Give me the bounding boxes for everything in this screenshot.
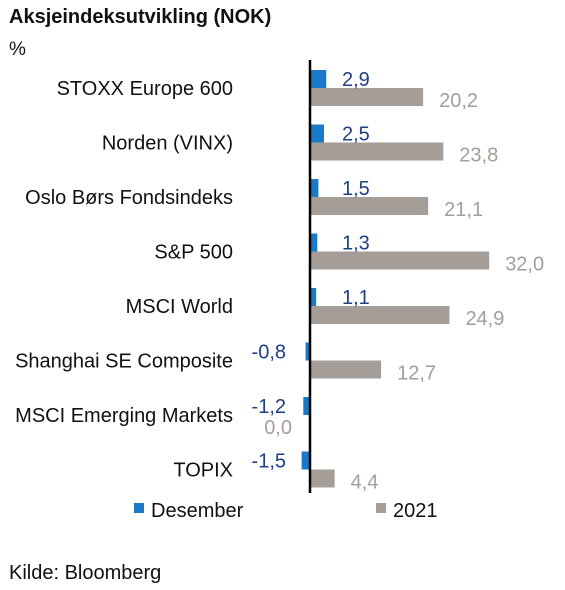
bar-2021-s-p-500 <box>310 251 490 270</box>
bar-desember-topix <box>301 451 310 470</box>
bar-desember-shanghai-se-composite <box>305 342 310 361</box>
bar-2021-stoxx-europe-600 <box>310 88 424 106</box>
bar-desember-norden-vinx <box>310 124 324 143</box>
value-label-2021-msci-emerging-markets: 0,0 <box>264 417 292 439</box>
unit-label: % <box>9 39 26 60</box>
value-label-2021-shanghai-se-composite: 12,7 <box>397 363 436 385</box>
bar-2021-shanghai-se-composite <box>310 360 382 379</box>
value-label-2021-topix: 4,4 <box>351 472 379 494</box>
bar-2021-norden-vinx <box>310 142 444 161</box>
value-label-desember-topix: -1,5 <box>252 451 286 473</box>
value-label-2021-stoxx-europe-600: 20,2 <box>439 90 478 112</box>
bar-desember-stoxx-europe-600 <box>310 70 327 88</box>
value-label-desember-oslo-b-rs-fondsindeks: 1,5 <box>342 178 370 200</box>
legend-label-desember: Desember <box>151 500 244 522</box>
value-label-desember-s-p-500: 1,3 <box>342 233 370 255</box>
category-label-s-p-500: S&P 500 <box>154 242 233 264</box>
bar-2021-msci-world <box>310 306 450 324</box>
category-label-msci-world: MSCI World <box>126 296 233 318</box>
value-label-2021-oslo-b-rs-fondsindeks: 21,1 <box>444 199 483 221</box>
category-label-oslo-b-rs-fondsindeks: Oslo Børs Fondsindeks <box>25 187 233 209</box>
bar-2021-topix <box>310 469 335 488</box>
bar-desember-msci-world <box>310 288 317 306</box>
bar-desember-msci-emerging-markets <box>303 397 310 415</box>
value-label-desember-stoxx-europe-600: 2,9 <box>342 69 370 91</box>
value-label-2021-msci-world: 24,9 <box>465 308 504 330</box>
bar-desember-s-p-500 <box>310 233 318 252</box>
category-label-topix: TOPIX <box>173 460 233 482</box>
value-label-desember-msci-world: 1,1 <box>342 287 370 309</box>
value-label-desember-msci-emerging-markets: -1,2 <box>252 396 286 418</box>
chart-title: Aksjeindeksutvikling (NOK) <box>9 6 272 28</box>
category-label-shanghai-se-composite: Shanghai SE Composite <box>15 351 233 373</box>
legend-swatch-2021 <box>376 503 386 513</box>
value-label-desember-norden-vinx: 2,5 <box>342 124 370 146</box>
source-note: Kilde: Bloomberg <box>9 562 162 584</box>
legend: Desember 2021 <box>134 500 438 522</box>
category-label-stoxx-europe-600: STOXX Europe 600 <box>57 78 233 100</box>
value-label-2021-norden-vinx: 23,8 <box>459 145 498 167</box>
bar-2021-oslo-b-rs-fondsindeks <box>310 197 429 215</box>
legend-swatch-desember <box>134 503 144 513</box>
bar-chart: STOXX Europe 600 2,9 20,2 Norden (VINX) 2,5 2… <box>15 60 544 522</box>
category-label-msci-emerging-markets: MSCI Emerging Markets <box>15 405 233 427</box>
legend-label-2021: 2021 <box>393 500 438 522</box>
bar-desember-oslo-b-rs-fondsindeks <box>310 179 319 197</box>
category-label-norden-vinx: Norden (VINX) <box>102 133 233 155</box>
value-label-2021-s-p-500: 32,0 <box>505 254 544 276</box>
value-label-desember-shanghai-se-composite: -0,8 <box>252 342 286 364</box>
